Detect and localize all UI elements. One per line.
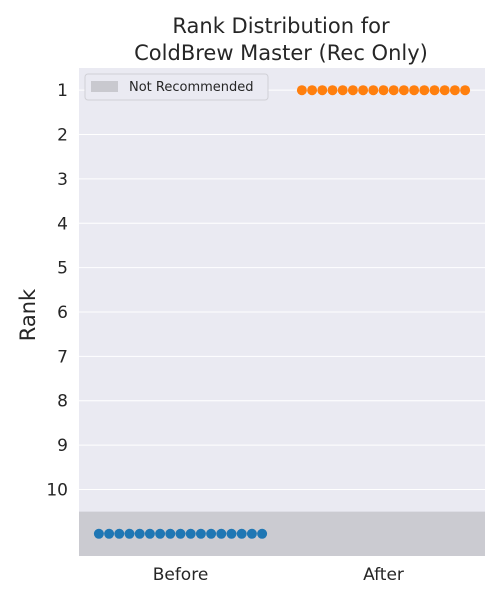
point-before-7 [155, 528, 166, 539]
point-after-9 [378, 85, 389, 96]
point-after-4 [327, 85, 338, 96]
y-tick-label-3: 3 [57, 170, 68, 190]
point-before-8 [165, 528, 176, 539]
point-after-11 [398, 85, 409, 96]
grid-lines [79, 89, 485, 490]
point-before-15 [236, 528, 247, 539]
data-points [93, 85, 471, 539]
point-before-13 [216, 528, 227, 539]
point-before-3 [114, 528, 125, 539]
point-before-6 [144, 528, 155, 539]
y-tick-label-2: 2 [57, 126, 68, 146]
y-tick-label-8: 8 [57, 392, 68, 412]
y-axis-label: Rank [16, 288, 40, 341]
y-tick-labels: 1 2 3 4 5 6 7 8 9 10 [46, 81, 68, 500]
point-after-5 [337, 85, 348, 96]
x-tick-label-before: Before [153, 565, 209, 585]
point-after-7 [358, 85, 369, 96]
point-after-13 [419, 85, 430, 96]
point-after-14 [429, 85, 440, 96]
point-after-16 [449, 85, 460, 96]
y-tick-label-6: 6 [57, 303, 68, 323]
y-tick-label-5: 5 [57, 259, 68, 279]
x-tick-label-after: After [363, 565, 404, 585]
legend-box [84, 73, 269, 101]
point-after-10 [388, 85, 399, 96]
point-before-2 [104, 528, 115, 539]
point-after-12 [409, 85, 420, 96]
point-before-5 [134, 528, 145, 539]
chart-title-line-1: Rank Distribution for [172, 14, 390, 38]
point-after-3 [317, 85, 328, 96]
legend-patch-not-recommended [91, 81, 118, 92]
point-after-6 [347, 85, 358, 96]
point-before-17 [257, 528, 268, 539]
y-tick-label-4: 4 [57, 214, 68, 234]
point-before-9 [175, 528, 186, 539]
point-before-14 [226, 528, 237, 539]
legend: Not Recommended [84, 73, 269, 101]
chart-title-line-2: ColdBrew Master (Rec Only) [134, 41, 428, 65]
x-tick-labels: Before After [153, 565, 404, 585]
point-before-12 [206, 528, 217, 539]
point-after-8 [368, 85, 379, 96]
y-tick-label-1: 1 [57, 81, 68, 101]
point-after-2 [307, 85, 318, 96]
point-before-4 [124, 528, 135, 539]
point-before-1 [93, 528, 104, 539]
point-before-16 [246, 528, 257, 539]
y-tick-label-10: 10 [46, 480, 68, 500]
point-before-10 [185, 528, 196, 539]
y-tick-label-9: 9 [57, 436, 68, 456]
point-before-11 [195, 528, 206, 539]
legend-label-not-recommended: Not Recommended [129, 80, 254, 95]
point-after-15 [439, 85, 450, 96]
point-after-17 [460, 85, 471, 96]
y-tick-label-7: 7 [57, 347, 68, 367]
point-after-1 [296, 85, 307, 96]
